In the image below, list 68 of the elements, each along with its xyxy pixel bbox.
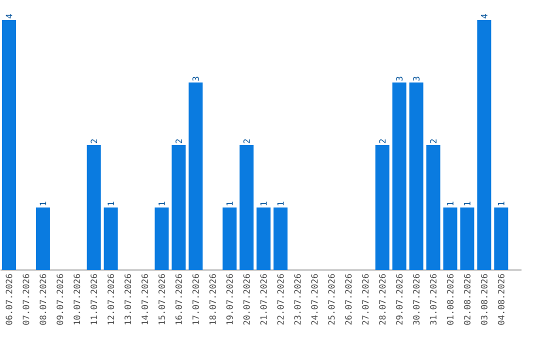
x-tick-label: 30.07.2026 bbox=[413, 274, 420, 325]
x-tick-label: 02.08.2026 bbox=[464, 274, 470, 325]
data-label: 1 bbox=[108, 202, 114, 206]
x-tick-label: 15.07.2026 bbox=[158, 274, 165, 324]
x-tick-label: 20.07.2026 bbox=[243, 274, 250, 325]
bar bbox=[172, 145, 186, 270]
data-label: 4 bbox=[481, 14, 488, 18]
x-tick-label: 31.07.2026 bbox=[430, 274, 437, 325]
x-tick-label: 23.07.2026 bbox=[294, 274, 301, 325]
x-tick-label: 16.07.2026 bbox=[175, 274, 182, 324]
data-label: 4 bbox=[6, 14, 12, 18]
x-tick-label: 14.07.2026 bbox=[142, 274, 148, 324]
x-tick-label: 06.07.2026 bbox=[6, 274, 12, 325]
data-label: 1 bbox=[464, 202, 470, 206]
x-tick-label: 29.07.2026 bbox=[396, 274, 403, 325]
bar bbox=[36, 208, 50, 270]
data-label: 1 bbox=[40, 202, 46, 206]
bar bbox=[460, 208, 474, 270]
bar bbox=[274, 208, 288, 270]
bar bbox=[426, 145, 440, 270]
x-tick-label: 18.07.2026 bbox=[209, 274, 216, 324]
bar bbox=[2, 20, 16, 270]
bar bbox=[256, 208, 271, 270]
data-label: 3 bbox=[192, 76, 199, 81]
x-tick-label: 25.07.2026 bbox=[328, 274, 335, 325]
x-tick-label: 19.07.2026 bbox=[226, 274, 233, 324]
data-label: 3 bbox=[413, 76, 420, 81]
data-label: 1 bbox=[226, 202, 233, 206]
bar bbox=[409, 82, 424, 270]
data-label: 1 bbox=[260, 202, 267, 206]
bar bbox=[392, 82, 406, 270]
x-tick-label: 03.08.2026 bbox=[480, 274, 488, 325]
data-label: 2 bbox=[90, 139, 98, 144]
x-tick-label: 10.07.2026 bbox=[74, 274, 80, 324]
x-tick-label: 21.07.2026 bbox=[260, 274, 267, 325]
data-label: 2 bbox=[176, 139, 182, 144]
data-label: 1 bbox=[447, 202, 454, 206]
bar bbox=[443, 208, 458, 270]
data-label: 2 bbox=[379, 139, 386, 144]
bar bbox=[240, 145, 254, 270]
data-label: 1 bbox=[158, 202, 165, 206]
x-tick-label: 27.07.2026 bbox=[362, 274, 369, 325]
data-label: 1 bbox=[277, 202, 284, 206]
x-tick-label: 08.07.2026 bbox=[40, 274, 46, 325]
x-tick-label: 13.07.2026 bbox=[124, 274, 132, 324]
x-tick-label: 17.07.2026 bbox=[192, 274, 199, 324]
bar bbox=[477, 20, 492, 270]
x-tick-label: 24.07.2026 bbox=[311, 274, 318, 325]
data-label: 2 bbox=[430, 139, 436, 144]
bar bbox=[104, 208, 118, 270]
bar bbox=[494, 208, 508, 270]
bar bbox=[188, 82, 203, 270]
x-tick-label: 09.07.2026 bbox=[56, 274, 64, 325]
data-label: 1 bbox=[498, 202, 504, 206]
x-tick-label: 11.07.2026 bbox=[90, 274, 98, 324]
x-tick-label: 04.08.2026 bbox=[498, 274, 504, 325]
bar bbox=[222, 208, 237, 270]
x-tick-label: 26.07.2026 bbox=[345, 274, 352, 325]
x-tick-label: 12.07.2026 bbox=[108, 274, 114, 324]
x-tick-label: 28.07.2026 bbox=[379, 274, 386, 325]
x-tick-label: 22.07.2026 bbox=[277, 274, 284, 325]
data-label: 2 bbox=[243, 139, 250, 144]
bar bbox=[154, 208, 169, 270]
data-label: 3 bbox=[396, 76, 403, 81]
x-tick-label: 01.08.2026 bbox=[446, 274, 454, 325]
x-tick-label: 07.07.2026 bbox=[22, 274, 30, 325]
bar bbox=[375, 145, 390, 270]
bar bbox=[86, 145, 101, 270]
